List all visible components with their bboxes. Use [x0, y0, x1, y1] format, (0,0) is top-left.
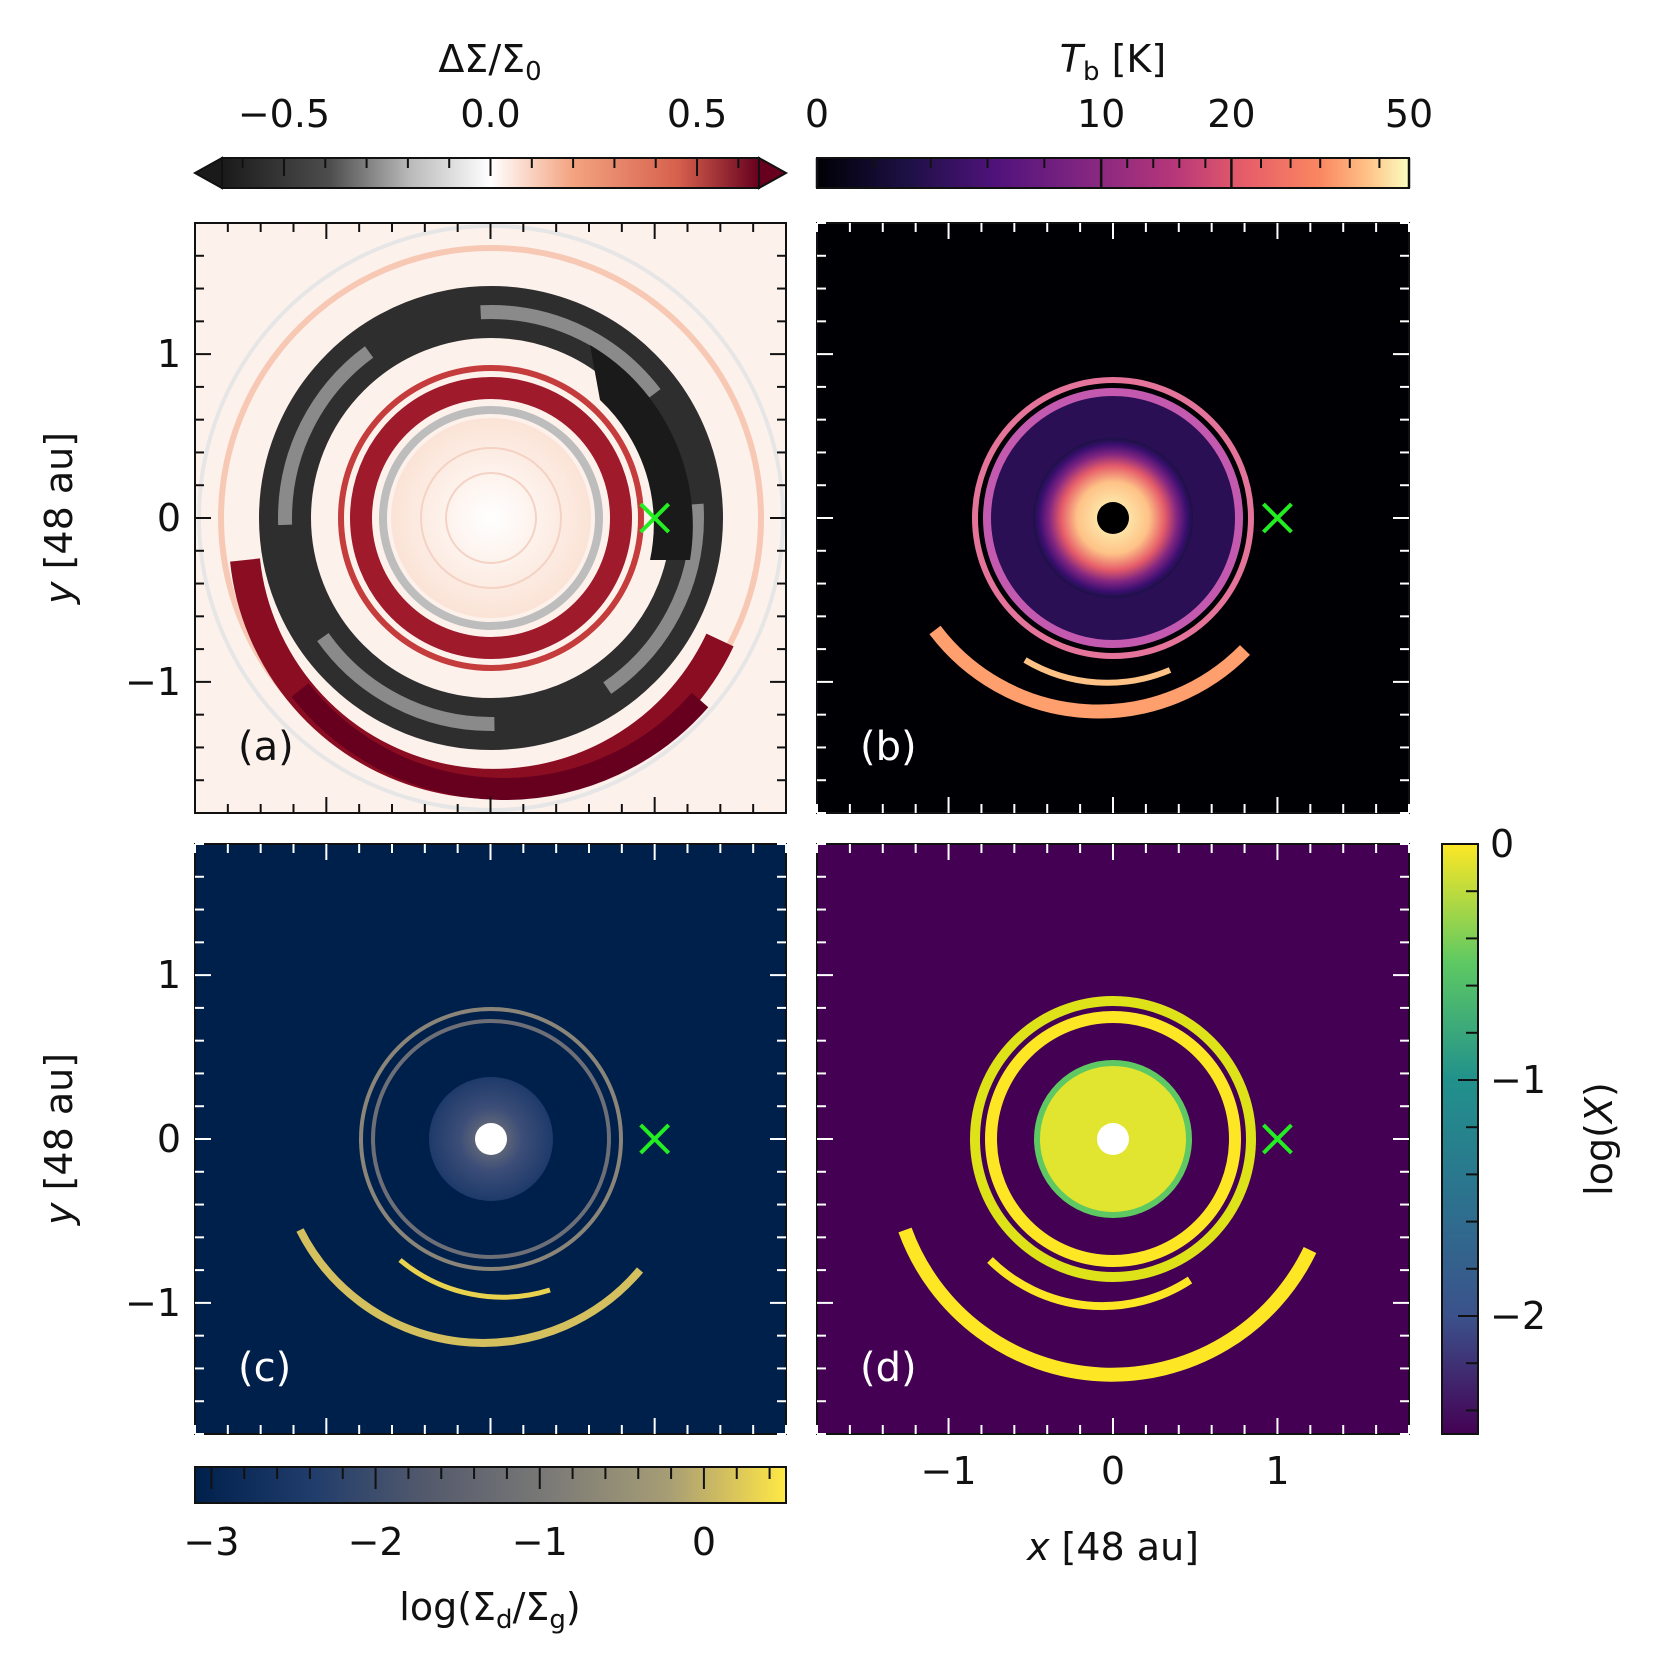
colorbar-c-bar [194, 1466, 787, 1504]
gap-texture [278, 305, 704, 731]
inner-red-ring [350, 377, 632, 659]
colorbar-d-bar [1441, 843, 1479, 1435]
dust-ring-inner [371, 1019, 611, 1259]
ring-outer [970, 996, 1256, 1282]
colorbar-c-tick-label: 0 [692, 1520, 716, 1564]
planet-marker-stroke [1262, 1123, 1293, 1155]
core-edge [1034, 1060, 1192, 1218]
colorbar-c-tick-label: −1 [512, 1520, 568, 1564]
ring-outer [972, 377, 1254, 659]
planet-marker-stroke [639, 1123, 671, 1155]
ring-inner [985, 1011, 1241, 1267]
inner-faint-ring [445, 472, 537, 564]
axis-ticks [194, 222, 1410, 1435]
inner-hole [475, 1123, 507, 1155]
colorbar-c-tick-label: −2 [348, 1520, 404, 1564]
panel-a-label: (a) [238, 724, 294, 770]
colorbar-a-tick-label: −0.5 [238, 92, 330, 136]
y-tick-label: −1 [125, 660, 181, 704]
colorbar-a-tick-label: 0.0 [460, 92, 520, 136]
lower-arc-outer [929, 625, 1250, 719]
xlabel: x [48 au] [1026, 1525, 1199, 1569]
colorbar-d-tick-label: 0 [1490, 822, 1514, 866]
y-tick-label: 1 [157, 332, 181, 376]
y-tick-label: 1 [157, 953, 181, 997]
panel-d-label: (d) [860, 1345, 917, 1391]
panel-c-label: (c) [238, 1345, 291, 1391]
inner-gray-ring [379, 406, 603, 630]
colorbar-c-ticks: −3 −2 −1 0 [183, 1467, 771, 1564]
y-tick-label: 0 [157, 496, 181, 540]
y-tick-label: −1 [125, 1281, 181, 1325]
inner-red-ring-2 [338, 365, 644, 671]
colorbar-c-label: log(Σd/Σg) [399, 1585, 580, 1635]
colorbar-c: −3 −2 −1 0 log(Σd/Σg) [183, 1466, 787, 1635]
dust-arc-inner [398, 1258, 551, 1300]
colorbar-d-label: log(X) [1577, 1082, 1621, 1196]
colorbar-a-ticks: −0.5 0.0 0.5 [238, 92, 740, 176]
inner-hole [1097, 1123, 1129, 1155]
panel-b-label: (b) [860, 724, 917, 770]
panel-c [195, 844, 786, 1434]
colorbar-b-ticks: 0 10 20 50 [805, 92, 1433, 188]
colorbar-c-tick-label: −3 [183, 1520, 239, 1564]
inner-faint-ring [420, 447, 562, 589]
colorbar-d: 0 −1 −2 log(X) [1441, 822, 1621, 1435]
x-tick-label: 0 [1101, 1449, 1125, 1493]
dust-arc-outer [296, 1228, 644, 1347]
colorbar-a-extend-max [758, 156, 789, 190]
ylabel-top: y [48 au] [37, 432, 81, 605]
colorbar-b-tick-label: 0 [805, 92, 829, 136]
dust-ring-outer [359, 1007, 623, 1271]
colorbar-d-tick-label: −1 [1490, 1058, 1546, 1102]
colorbar-a-label: ΔΣ/Σ0 [438, 37, 541, 87]
colorbar-a: −0.5 0.0 0.5 ΔΣ/Σ0 [192, 37, 789, 190]
arc-inner [987, 1257, 1193, 1311]
colorbar-b-label: Tb [K] [1060, 37, 1166, 87]
colorbar-b-tick-label: 50 [1385, 92, 1433, 136]
outer-red-spiral-2 [291, 683, 709, 800]
inner-hole [1097, 502, 1129, 534]
planet-marker-stroke [1262, 502, 1293, 534]
colorbar-b-tick-label: 20 [1207, 92, 1255, 136]
y-tick-label: 0 [157, 1117, 181, 1161]
planet-marker-stroke [639, 502, 671, 534]
panel-d [817, 844, 1409, 1434]
lower-arc-inner [1023, 657, 1172, 686]
arc-outer [898, 1227, 1317, 1382]
tick-labels: 1 0 −1 1 0 −1 −1 0 1 [125, 332, 1290, 1493]
colorbar-a-extend-min [192, 156, 223, 190]
ylabel-bottom: y [48 au] [37, 1053, 81, 1226]
colorbar-a-tick-label: 0.5 [667, 92, 727, 136]
x-tick-label: −1 [921, 1449, 977, 1493]
colorbar-d-tick-label: −2 [1490, 1294, 1546, 1338]
panel-b [817, 223, 1409, 813]
ring-inner [983, 388, 1243, 648]
x-tick-label: 1 [1265, 1449, 1289, 1493]
colorbar-b: 0 10 20 50 Tb [K] [805, 37, 1433, 189]
colorbar-b-tick-label: 10 [1077, 92, 1125, 136]
colorbar-d-ticks: 0 −1 −2 [1458, 822, 1546, 1412]
planet-markers [639, 502, 1293, 1155]
